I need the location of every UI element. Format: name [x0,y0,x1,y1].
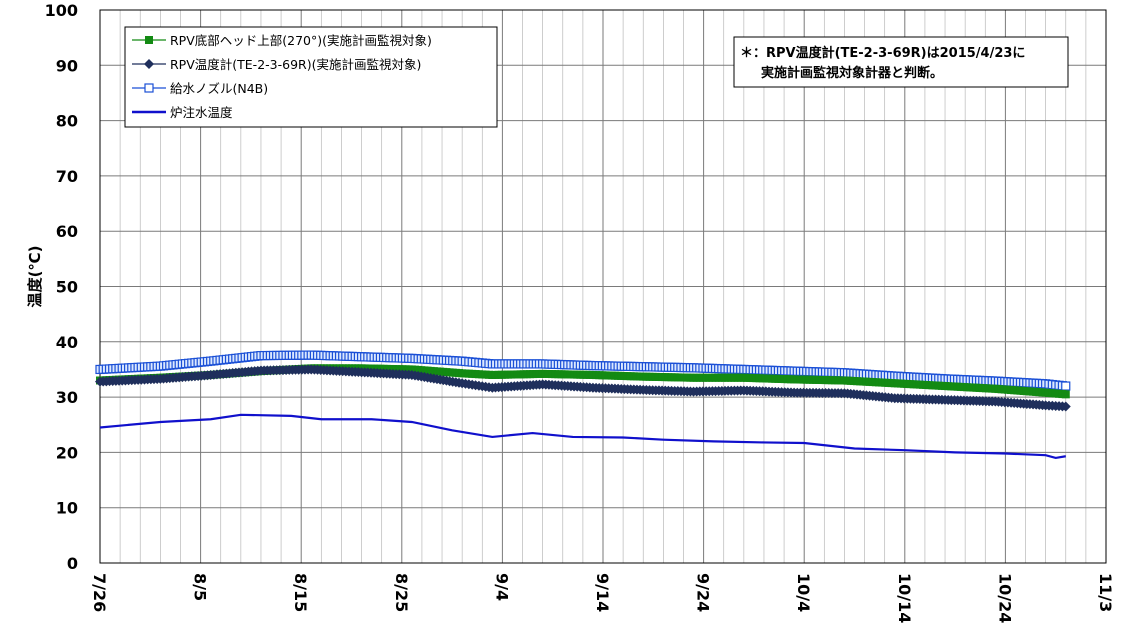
series-layer [95,350,1071,460]
x-tick-label: 9/14 [593,573,612,612]
data-point [1061,381,1071,391]
legend-entry: 炉注水温度 [132,105,233,120]
x-tick-label: 9/4 [492,573,511,601]
x-axis-tick-labels: 7/26 8/5 8/15 8/25 9/4 9/14 9/24 10/4 10/14 10/24… [90,573,1115,623]
legend-marker [145,36,153,44]
y-tick-label: 70 [56,167,78,186]
annotation-note: ＊：RPV温度計(TE-2-3-69R)は2015/4/23に実施計画監視対象計… [733,36,1069,88]
series-2 [95,350,1071,391]
x-tick-label: 10/14 [895,573,914,623]
y-tick-label: 90 [56,56,78,75]
y-tick-label: 30 [56,388,78,407]
legend-marker [144,59,154,69]
y-tick-label: 40 [56,333,78,352]
x-tick-label: 9/24 [694,573,713,612]
y-tick-label: 80 [56,112,78,131]
y-axis-label: 温度(℃) [26,246,44,308]
legend-entry: RPV温度計(TE-2-3-69R)(実施計画監視対象) [132,57,421,72]
legend-entry: RPV底部ヘッド上部(270°)(実施計画監視対象) [132,33,432,48]
x-tick-label: 8/15 [291,573,310,612]
y-tick-label: 60 [56,222,78,241]
legend-marker [144,83,154,93]
x-tick-label: 11/3 [1096,573,1115,612]
series-3 [99,413,1066,460]
y-tick-label: 50 [56,278,78,297]
x-tick-label: 8/25 [392,573,411,612]
y-axis-tick-labels: 0 10 20 30 40 50 60 70 80 90 100 [45,1,78,573]
note-box [733,36,1069,88]
plot-frame [99,9,1107,564]
legend-label: 炉注水温度 [170,105,233,120]
series-1 [95,364,1071,412]
data-point [1061,390,1070,399]
y-tick-label: 100 [45,1,78,20]
series-line [99,413,1066,460]
data-point [1060,401,1071,412]
y-tick-label: 20 [56,443,78,462]
legend-label: 給水ノズル(N4B) [170,81,268,96]
y-tick-label: 10 [56,499,78,518]
x-tick-label: 10/4 [794,573,813,612]
legend: RPV底部ヘッド上部(270°)(実施計画監視対象) RPV温度計(TE-2-3-… [124,26,498,128]
note-line: 実施計画監視対象計器と判断。 [761,65,943,81]
x-tick-label: 8/5 [191,573,210,601]
x-tick-label: 7/26 [90,573,109,612]
x-tick-label: 10/24 [995,573,1014,623]
note-line: ＊：RPV温度計(TE-2-3-69R)は2015/4/23に [740,45,1025,61]
y-tick-label: 0 [67,554,78,573]
legend-entry: 給水ノズル(N4B) [132,81,268,96]
legend-label: RPV温度計(TE-2-3-69R)(実施計画監視対象) [170,57,421,72]
legend-box [124,26,498,128]
legend-label: RPV底部ヘッド上部(270°)(実施計画監視対象) [170,33,432,48]
